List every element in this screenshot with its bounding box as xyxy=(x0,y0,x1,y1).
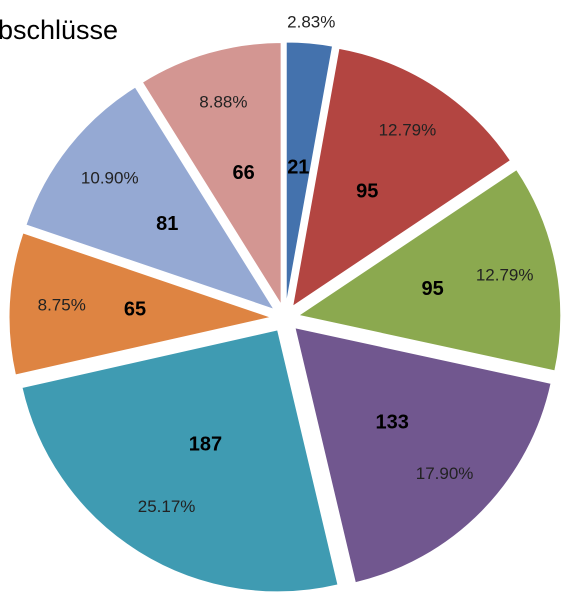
count-label: 133 xyxy=(376,412,409,434)
count-label: 187 xyxy=(189,434,222,456)
percent-label: 10.90% xyxy=(81,169,139,188)
percent-label: 17.90% xyxy=(416,464,474,483)
count-label: 95 xyxy=(421,278,443,300)
pie-slice xyxy=(291,47,512,308)
percent-label: 2.83% xyxy=(287,13,335,32)
percent-label: 12.79% xyxy=(379,120,437,139)
pie-slice xyxy=(25,86,276,311)
pie-slice xyxy=(294,327,552,584)
pie-slice xyxy=(21,329,339,593)
percent-label: 25.17% xyxy=(138,497,196,516)
chart-title: bschlüsse xyxy=(0,15,118,45)
pie-slice xyxy=(141,42,282,307)
count-label: 65 xyxy=(124,298,146,320)
pie-slice xyxy=(8,232,273,376)
percent-label: 8.75% xyxy=(38,296,86,315)
count-label: 66 xyxy=(232,162,254,184)
count-label: 81 xyxy=(156,213,178,235)
count-label: 21 xyxy=(287,157,309,179)
count-label: 95 xyxy=(356,181,378,203)
pie-slice xyxy=(297,168,562,372)
pie-slice xyxy=(285,41,334,305)
percent-label: 12.79% xyxy=(476,266,534,285)
percent-label: 8.88% xyxy=(199,93,247,112)
